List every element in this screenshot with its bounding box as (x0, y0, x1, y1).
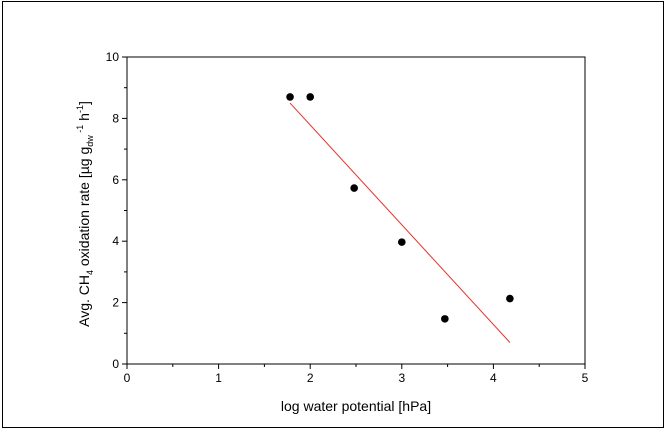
y-label-prefix: Avg. CH (76, 275, 92, 327)
y-label-sub1: 4 (85, 270, 95, 275)
x-tick-label: 4 (490, 371, 497, 385)
y-tick-label: 8 (112, 111, 119, 125)
fit-line-group (289, 102, 511, 343)
y-label-sup2: -1 (75, 105, 85, 113)
y-tick-label: 0 (112, 357, 119, 371)
y-label-middle2: h (76, 113, 92, 125)
y-tick-label: 2 (112, 296, 119, 310)
y-label-sub2: dw (85, 135, 95, 147)
y-tick-label: 10 (106, 50, 120, 64)
y-tick-label: 4 (112, 234, 119, 248)
y-tick-label: 6 (112, 173, 119, 187)
data-point (398, 238, 406, 246)
x-tick-label: 5 (582, 371, 589, 385)
y-label-sup1: -1 (75, 125, 85, 136)
data-point (441, 315, 449, 323)
regression-line (289, 102, 511, 343)
data-point (506, 294, 514, 303)
plot-area-border (126, 56, 586, 365)
data-point (286, 93, 294, 101)
x-tick-label: 2 (307, 371, 314, 385)
y-label-suffix: ] (76, 101, 92, 105)
x-axis-label: log water potential [hPa] (281, 398, 431, 414)
data-point (350, 184, 358, 192)
data-point (306, 93, 315, 101)
y-label-middle: oxidation rate [µg g (76, 147, 92, 270)
ticks: 0 1 2 3 4 5 0 2 4 6 8 10 (106, 50, 589, 385)
x-tick-label: 0 (124, 371, 131, 385)
axes (126, 56, 586, 365)
x-tick-label: 3 (398, 371, 405, 385)
y-axis-label: Avg. CH4 oxidation rate [µg gdw -1 h-1] (75, 101, 95, 327)
x-tick-label: 1 (215, 371, 222, 385)
points-group (286, 93, 514, 323)
